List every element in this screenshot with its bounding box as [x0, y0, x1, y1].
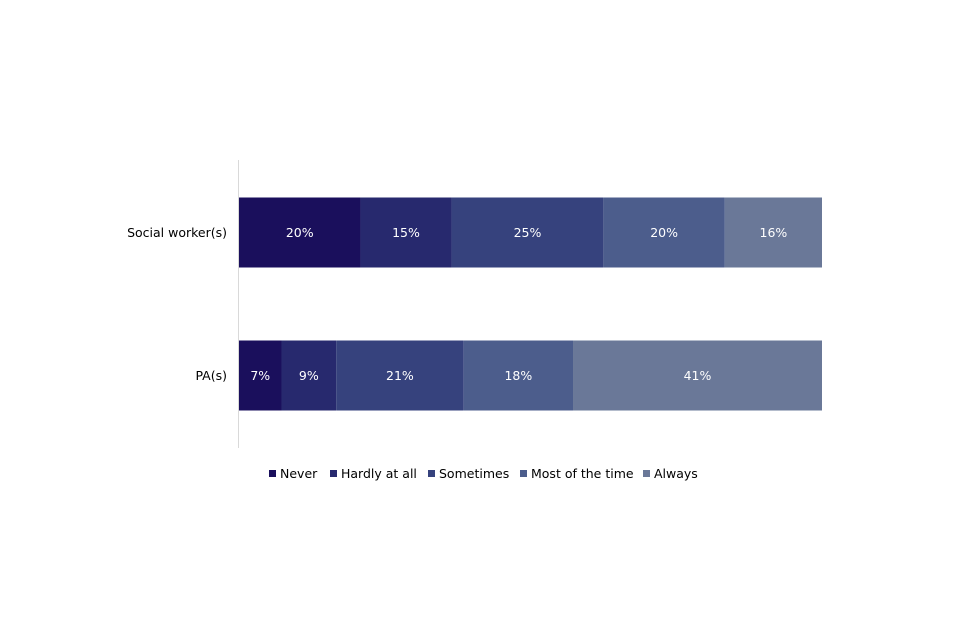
- legend-entry: Sometimes: [428, 466, 509, 481]
- legend-swatch: [330, 470, 337, 477]
- data-label: 41%: [684, 368, 712, 383]
- legend-entry: Always: [643, 466, 698, 481]
- bar-segment: [463, 340, 574, 411]
- data-labels-layer: 20% 15% 25% 20% 16% 7% 9% 21% 18% 41%: [250, 225, 787, 383]
- bar-segment: [360, 197, 452, 268]
- legend-label: Most of the time: [531, 466, 634, 481]
- bar-segment: [336, 340, 464, 411]
- bar-segment: [281, 340, 337, 411]
- data-label: 20%: [650, 225, 678, 240]
- bar-segment: [451, 197, 604, 268]
- data-label: 18%: [504, 368, 532, 383]
- legend-label: Always: [654, 466, 698, 481]
- bar-segment: [239, 340, 282, 411]
- legend-entry: Most of the time: [520, 466, 634, 481]
- data-label: 15%: [392, 225, 420, 240]
- category-label: Social worker(s): [127, 225, 227, 240]
- data-label: 16%: [760, 225, 788, 240]
- bar-segment: [724, 197, 822, 268]
- bar-segment: [573, 340, 822, 411]
- data-label: 9%: [299, 368, 319, 383]
- legend-label: Sometimes: [439, 466, 509, 481]
- legend: Never Hardly at all Sometimes Most of the t…: [269, 466, 698, 481]
- category-label: PA(s): [195, 368, 227, 383]
- bar-segment: [603, 197, 725, 268]
- legend-swatch: [643, 470, 650, 477]
- data-label: 7%: [250, 368, 270, 383]
- legend-label: Never: [280, 466, 318, 481]
- legend-label: Hardly at all: [341, 466, 417, 481]
- legend-entry: Hardly at all: [330, 466, 417, 481]
- category-labels-layer: Social worker(s) PA(s): [127, 225, 227, 383]
- data-label: 21%: [386, 368, 414, 383]
- bars-layer: [239, 197, 822, 411]
- legend-swatch: [520, 470, 527, 477]
- legend-entry: Never: [269, 466, 318, 481]
- bar-segment: [239, 197, 361, 268]
- data-label: 25%: [514, 225, 542, 240]
- data-label: 20%: [286, 225, 314, 240]
- legend-swatch: [428, 470, 435, 477]
- legend-swatch: [269, 470, 276, 477]
